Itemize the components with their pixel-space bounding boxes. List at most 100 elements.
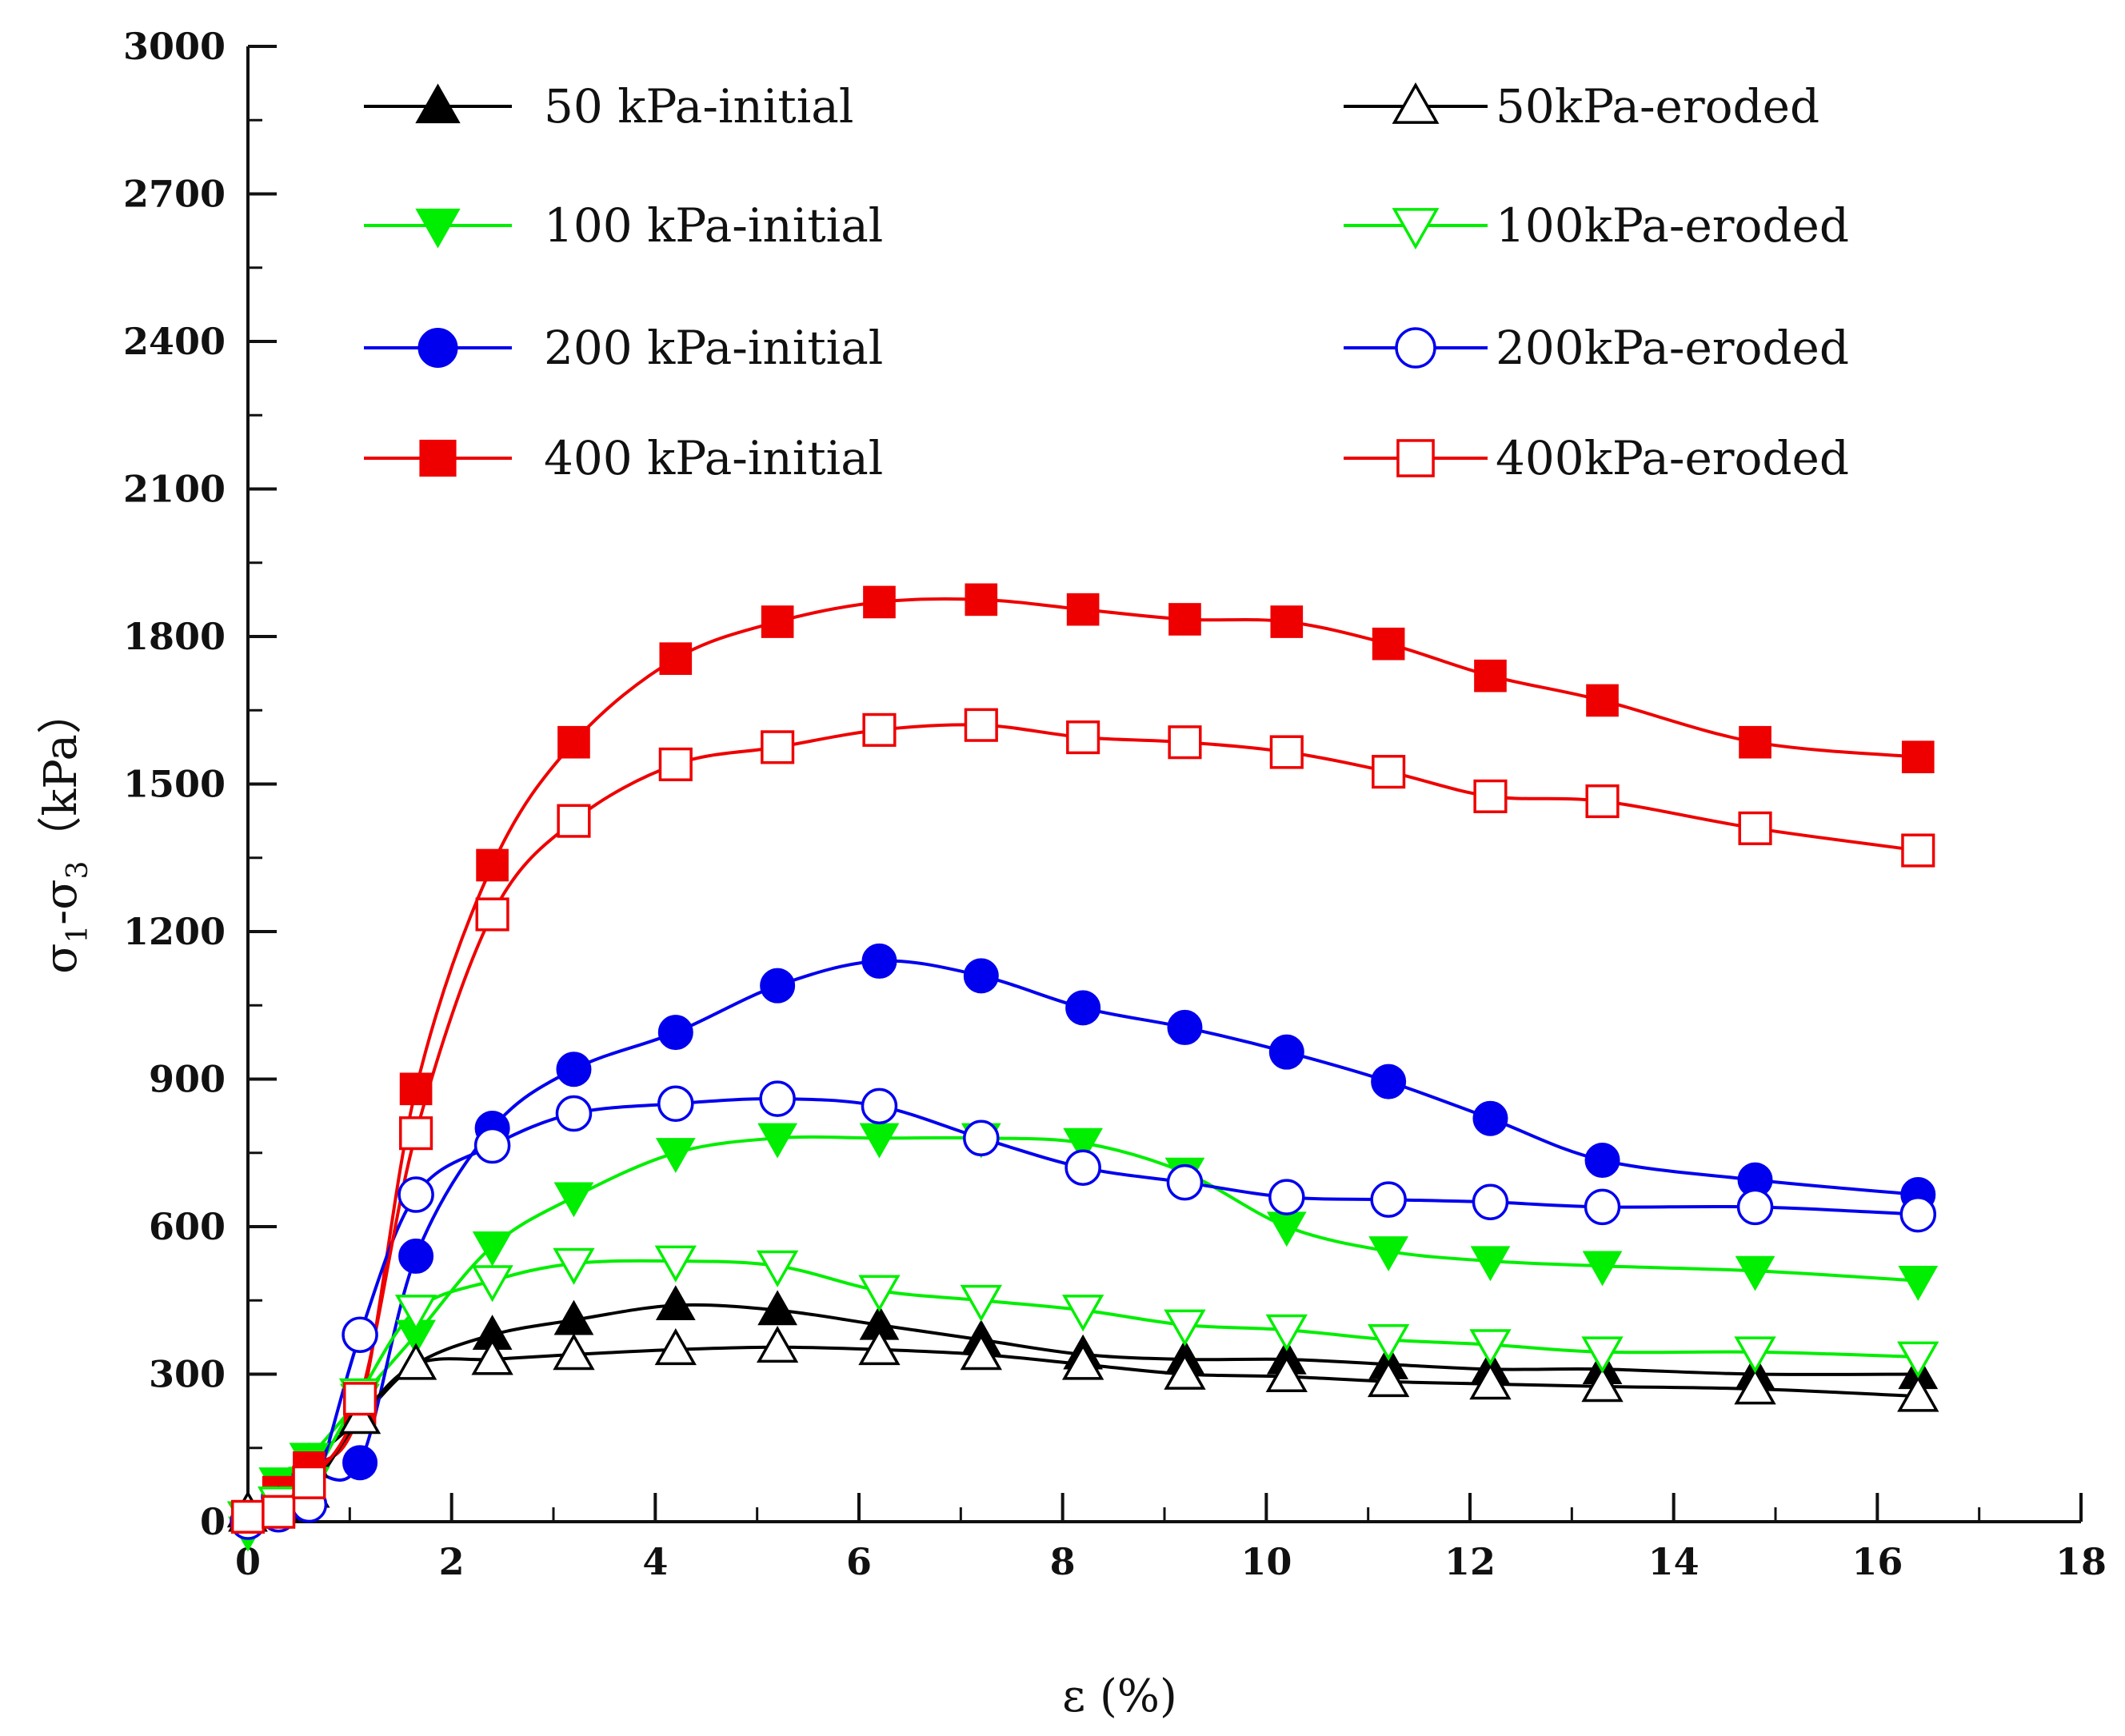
data-point-s6-p8 <box>759 1080 796 1117</box>
data-point-s4-p5 <box>471 1338 513 1375</box>
data-point-s3-p18 <box>1901 740 1935 773</box>
y-title-sub1: 1 <box>62 925 94 944</box>
data-point-s2-p9 <box>861 943 897 979</box>
data-point-s4-p8 <box>756 1325 799 1363</box>
x-tick-label: 8 <box>1050 1540 1076 1583</box>
data-point-s5-p18 <box>1897 1341 1939 1379</box>
data-point-s1-p11 <box>1063 1127 1104 1163</box>
y-tick-label: 300 <box>149 1353 226 1396</box>
y-title-sub3: 3 <box>62 861 94 880</box>
data-point-s4-p7 <box>654 1328 697 1366</box>
data-point-s5-p7 <box>654 1245 697 1283</box>
data-point-s3-p11 <box>1066 593 1100 626</box>
series-line-4 <box>247 1345 1919 1514</box>
legend-label-5: 100kPa-eroded <box>1496 198 1849 253</box>
data-point-s2-p13 <box>1268 1034 1304 1070</box>
data-point-s5-p17 <box>1734 1336 1776 1374</box>
data-point-s3-p8 <box>761 605 794 638</box>
legend-label-2: 200 kPa-initial <box>544 321 883 375</box>
data-point-s7-p6 <box>557 804 591 838</box>
data-point-s2-p7 <box>657 1015 693 1051</box>
y-tick-label: 0 <box>200 1500 226 1543</box>
series-line-1 <box>246 1135 1919 1533</box>
data-point-s5-p16 <box>1581 1336 1624 1374</box>
data-point-s3-p14 <box>1372 627 1405 660</box>
data-point-s7-p13 <box>1269 735 1304 769</box>
data-point-s2-p15 <box>1472 1100 1508 1136</box>
x-tick-label: 12 <box>1444 1540 1496 1583</box>
data-point-s6-p15 <box>1472 1183 1509 1220</box>
y-tick-label: 900 <box>149 1058 226 1101</box>
data-point-s1-p9 <box>859 1123 900 1159</box>
data-point-s4-p10 <box>960 1333 1002 1371</box>
data-point-s3-p15 <box>1474 659 1507 692</box>
data-point-s6-p4 <box>397 1176 434 1213</box>
data-point-s1-p16 <box>1582 1251 1623 1287</box>
y-title-unit: （kPa） <box>35 689 87 860</box>
data-point-s6-p9 <box>861 1087 898 1125</box>
series-line-2 <box>246 959 1919 1523</box>
data-point-s0-p8 <box>757 1290 798 1326</box>
data-point-s3-p6 <box>557 725 590 759</box>
y-title-dash: -σ <box>35 880 87 925</box>
data-point-s1-p15 <box>1470 1246 1511 1282</box>
data-point-s1-p6 <box>553 1182 594 1218</box>
data-point-s5-p12 <box>1164 1309 1206 1347</box>
data-point-s4-p12 <box>1164 1352 1206 1390</box>
data-point-s7-p12 <box>1168 725 1202 760</box>
data-point-s5-p6 <box>553 1247 595 1285</box>
data-point-s3-p13 <box>1270 605 1304 638</box>
legend-label-6: 200kPa-eroded <box>1496 321 1849 375</box>
data-point-s6-p7 <box>657 1085 694 1122</box>
data-point-s7-p9 <box>862 712 897 747</box>
x-tick-label: 2 <box>439 1540 465 1583</box>
data-point-s2-p3 <box>342 1445 378 1481</box>
data-point-s5-p8 <box>756 1250 799 1287</box>
data-point-s4-p3 <box>338 1397 381 1435</box>
data-point-s3-p10 <box>965 583 998 617</box>
y-title-sigma1: σ <box>35 944 87 974</box>
data-point-s4-p13 <box>1265 1355 1308 1392</box>
data-point-s2-p4 <box>398 1238 434 1274</box>
data-point-s1-p14 <box>1368 1236 1409 1271</box>
legend-marker-5 <box>1392 208 1440 250</box>
data-point-s7-p18 <box>1901 833 1935 868</box>
legend-marker-6 <box>1395 327 1436 369</box>
data-point-s7-p4 <box>399 1116 433 1151</box>
data-point-s3-p7 <box>659 642 693 675</box>
legend-marker-2 <box>417 328 458 368</box>
data-point-s3-p16 <box>1586 684 1619 717</box>
data-point-s3-p17 <box>1739 725 1771 759</box>
data-point-s4-p17 <box>1734 1367 1776 1405</box>
x-tick-label: 4 <box>642 1540 668 1583</box>
data-point-s7-p16 <box>1585 784 1620 819</box>
data-point-s7-p15 <box>1473 779 1508 813</box>
data-point-s3-p9 <box>863 585 896 619</box>
data-point-s0-p7 <box>655 1285 696 1321</box>
x-tick-label: 18 <box>2055 1540 2107 1583</box>
legend-label-4: 50kPa-eroded <box>1496 79 1819 134</box>
data-point-s6-p13 <box>1268 1179 1305 1215</box>
data-point-s1-p17 <box>1735 1255 1775 1291</box>
data-point-s7-p17 <box>1738 811 1772 845</box>
data-point-s6-p6 <box>555 1095 593 1132</box>
y-axis-title: σ1-σ3（kPa） <box>35 689 94 974</box>
data-point-s7-p5 <box>475 897 509 932</box>
data-point-s6-p3 <box>342 1316 378 1354</box>
legend-label-3: 400 kPa-initial <box>544 431 883 485</box>
legend-label-1: 100 kPa-initial <box>544 198 883 253</box>
series-markers <box>226 583 1939 1552</box>
data-point-s7-p2 <box>292 1465 326 1499</box>
data-point-s6-p11 <box>1064 1149 1101 1186</box>
data-point-s5-p5 <box>471 1265 513 1303</box>
data-point-s4-p4 <box>394 1343 437 1380</box>
data-point-s3-p4 <box>399 1072 433 1106</box>
data-point-s1-p18 <box>1898 1266 1939 1301</box>
legend-marker-0 <box>415 83 461 124</box>
data-point-s6-p18 <box>1899 1195 1937 1233</box>
data-point-s5-p15 <box>1469 1329 1512 1367</box>
series-line-6 <box>247 1097 1919 1523</box>
legend: 50 kPa-initial 100 kPa-initial 200 kPa-ini… <box>364 79 1849 485</box>
data-point-s7-p7 <box>658 747 693 781</box>
data-point-s2-p12 <box>1167 1009 1203 1045</box>
